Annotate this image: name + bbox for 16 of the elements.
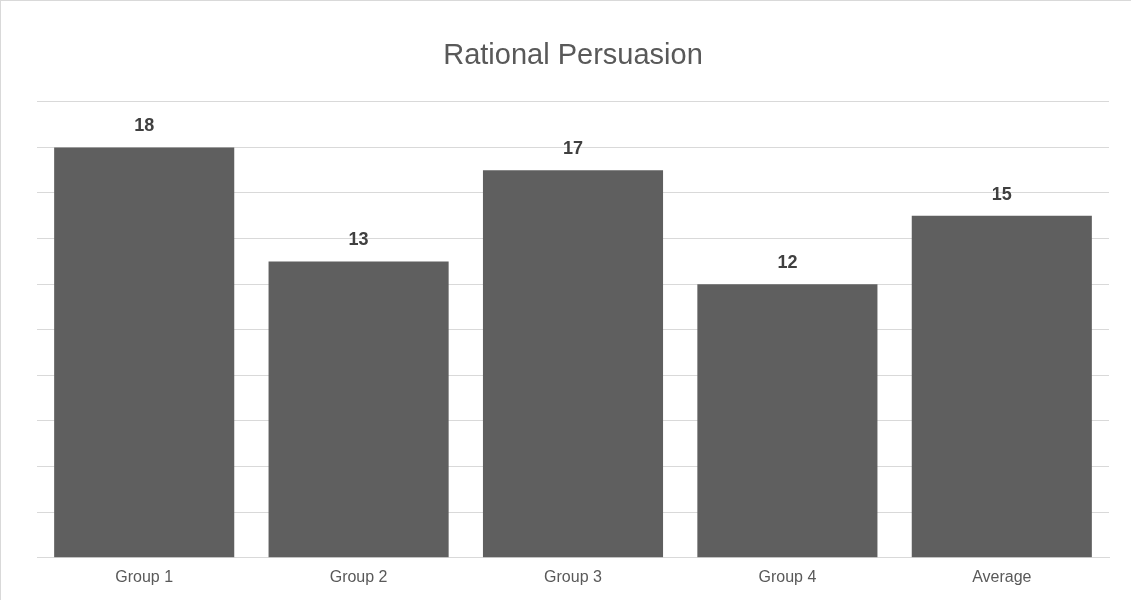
bar [697, 284, 878, 558]
x-tick-label: Group 3 [544, 567, 603, 585]
data-label: 12 [777, 252, 798, 273]
x-tick-label: Group 2 [329, 567, 388, 585]
x-tick-label: Average [972, 567, 1032, 585]
x-tick-label: Group 1 [115, 567, 174, 585]
bar [482, 170, 664, 558]
data-label: 17 [562, 138, 584, 159]
bar [54, 147, 235, 558]
data-label: 13 [348, 229, 369, 250]
x-tick-label: Group 4 [758, 567, 817, 585]
data-label: 18 [134, 115, 155, 136]
bar [911, 215, 1092, 558]
chart-title: Rational Persuasion [443, 38, 703, 71]
bar [268, 261, 449, 558]
data-label: 15 [991, 183, 1012, 204]
